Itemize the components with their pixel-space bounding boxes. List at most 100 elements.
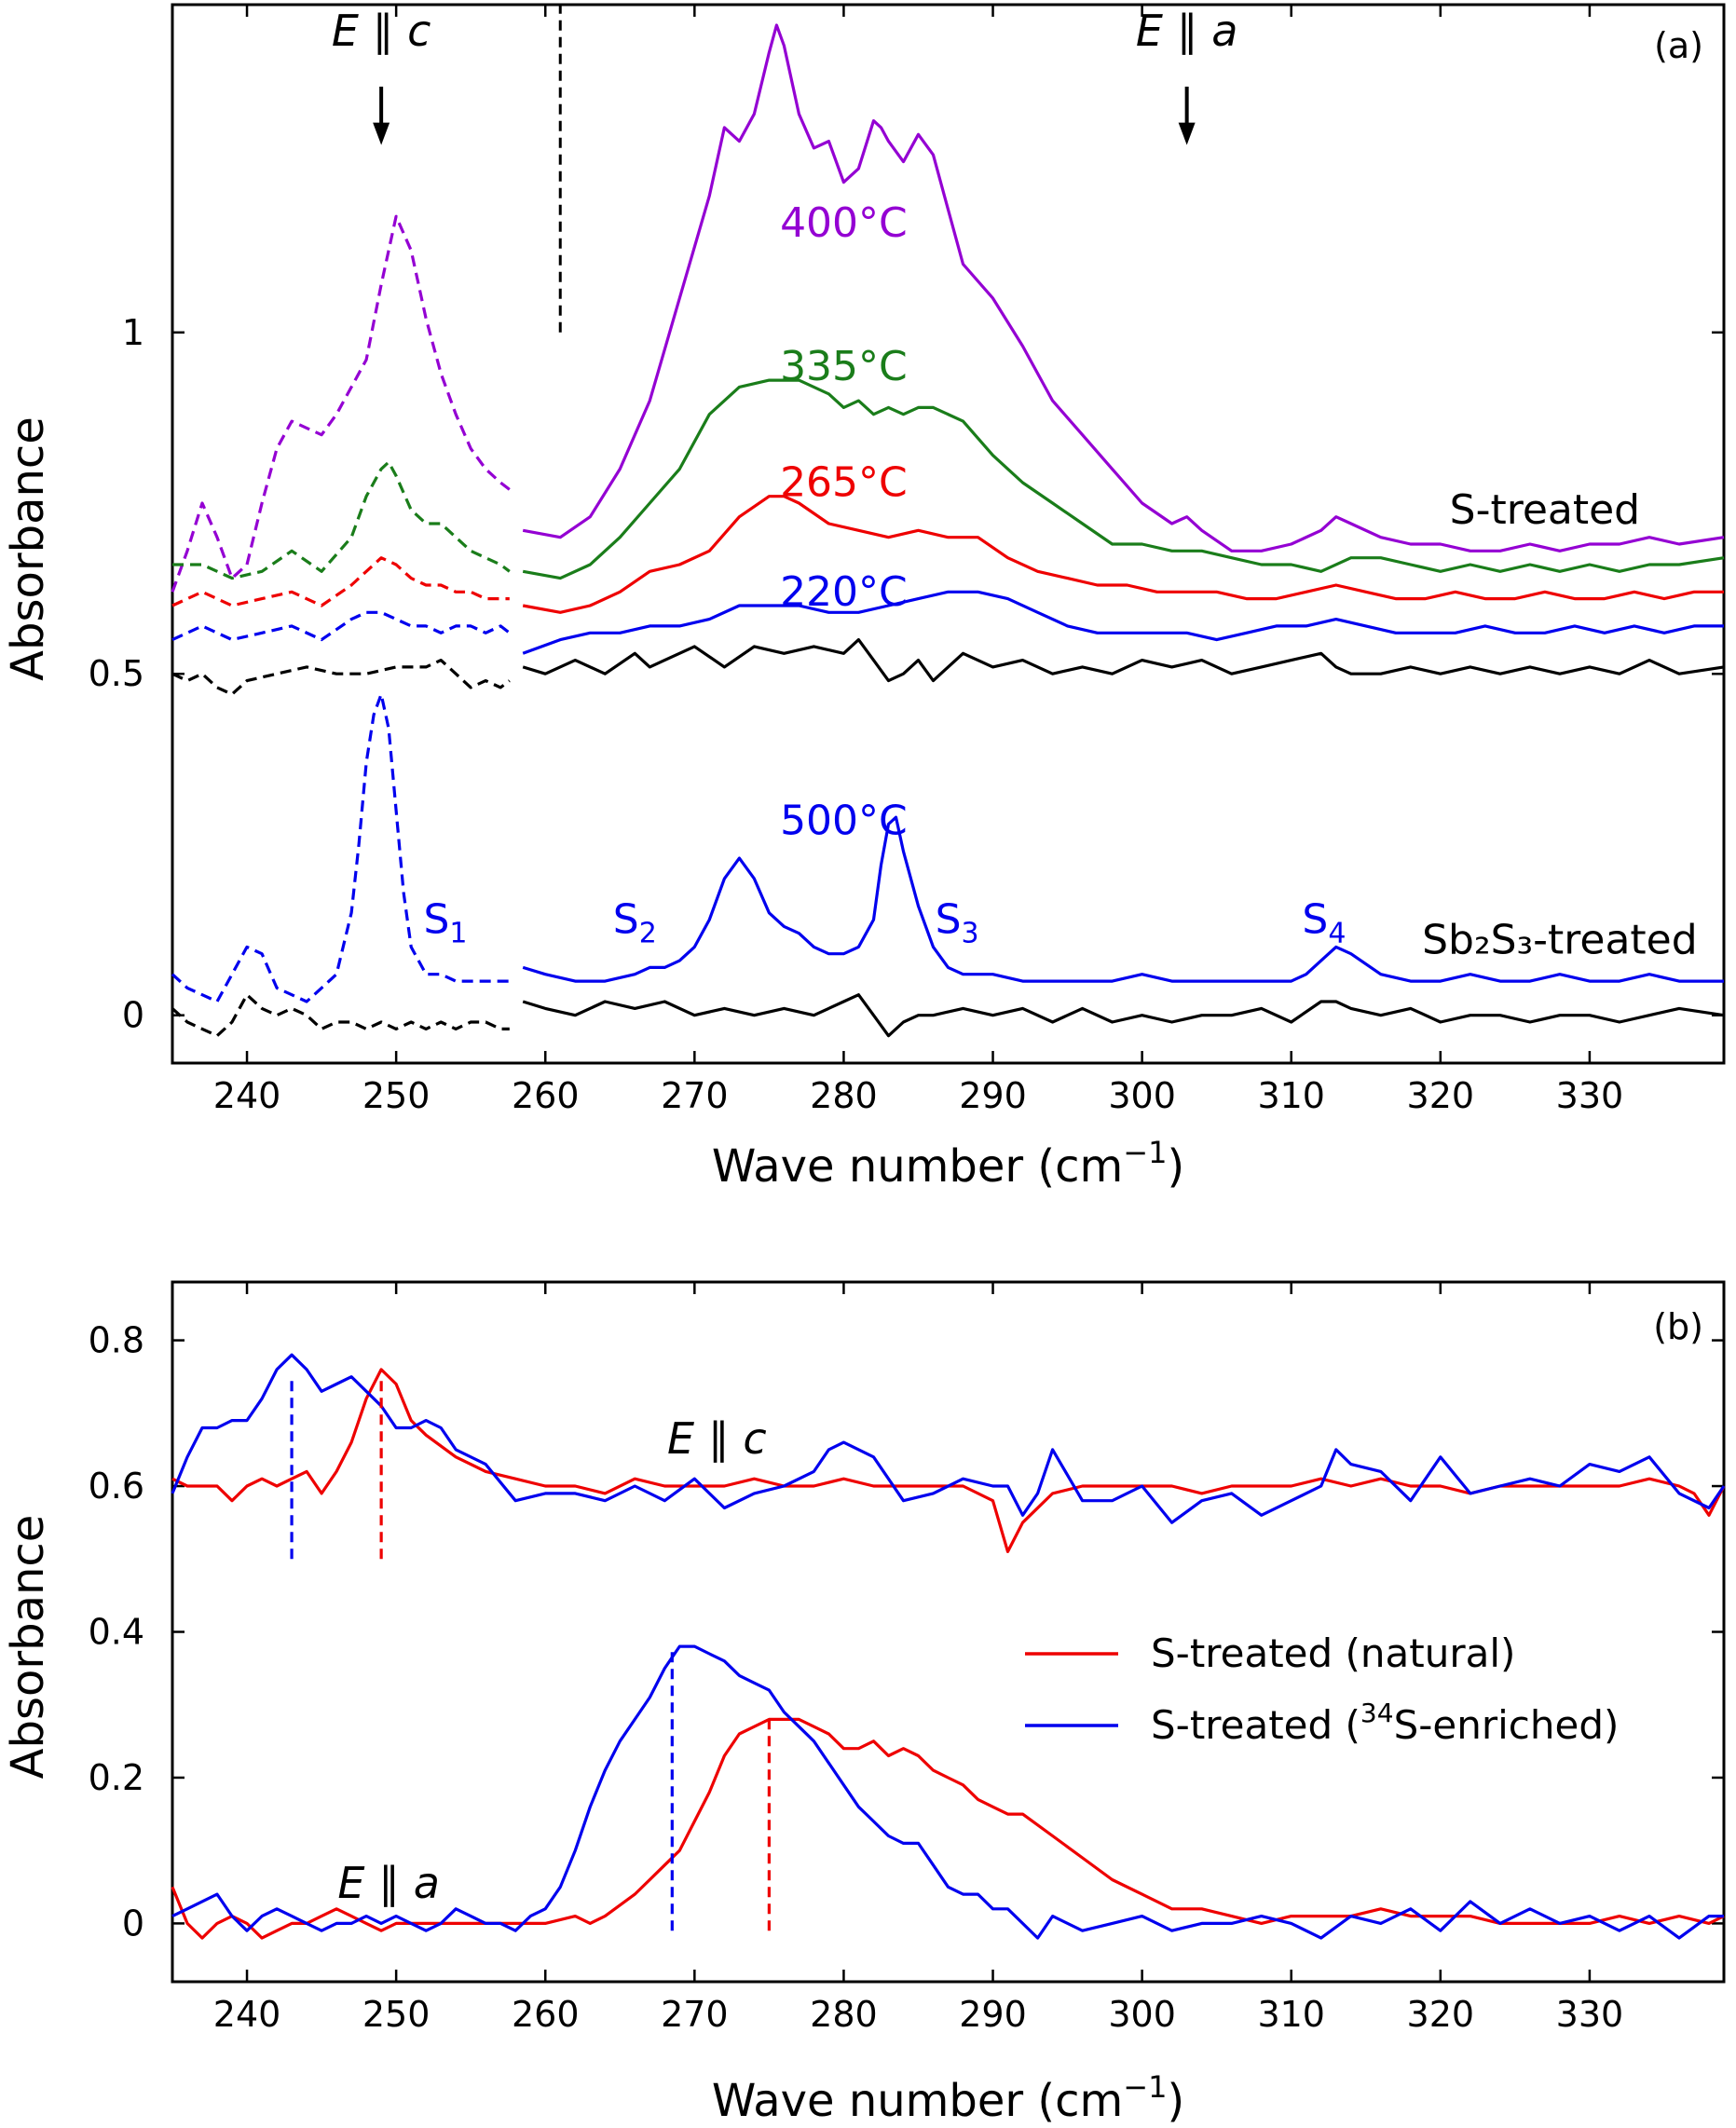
x-tick-label: 330 (1556, 1075, 1624, 1116)
series-line-black-dashed (171, 993, 510, 1038)
peak-label-base: S (423, 896, 449, 944)
x-axis-label-end: ) (1167, 1140, 1184, 1193)
x-tick-label: 330 (1556, 1994, 1624, 2035)
peak-label-subscript: 4 (1328, 918, 1346, 950)
peak-label-subscript: 1 (449, 918, 467, 950)
polarization-label: E ∥ a (337, 1858, 440, 1908)
curve-annotation: 265°C (780, 459, 908, 507)
series-line-blue-dashed (171, 610, 511, 642)
x-tick-label: 250 (362, 1075, 431, 1116)
polarization-parallel: ∥ (694, 1413, 743, 1464)
y-tick-label: 0.8 (89, 1320, 144, 1361)
series-line-black-solid (522, 638, 1725, 683)
peak-label: S4 (1302, 896, 1346, 950)
series-line-purple-dashed (171, 214, 511, 593)
plot-frame (171, 3, 1726, 1065)
polarization-field: E (1136, 6, 1163, 56)
x-axis-label: Wave number (cm−1) (712, 2069, 1184, 2127)
polarization-label: E ∥ a (1136, 6, 1238, 56)
curve-annotation: 500°C (780, 797, 908, 844)
series-line-blue-solid (522, 815, 1724, 983)
y-tick-label: 1 (122, 312, 144, 353)
polarization-label: E ∥ c (332, 6, 431, 56)
y-tick-label: 0 (122, 1903, 144, 1944)
peak-label: S3 (936, 896, 979, 950)
series-line-purple-solid (522, 23, 1725, 552)
panel-b: 240 250 260 270 280 290 300 310 320 330 0 0.2 0.4 0.6… (2, 1280, 1726, 2127)
series-line-red-solid (522, 495, 1724, 614)
peak-label-subscript: 3 (962, 918, 979, 950)
polarization-axis: a (1211, 6, 1237, 56)
y-tick-label: 0.4 (89, 1612, 144, 1653)
curve-annotation: 220°C (780, 568, 908, 616)
x-tick-label: 270 (661, 1075, 729, 1116)
series-line-green-solid (522, 378, 1725, 580)
down-arrow-head (373, 122, 390, 145)
x-tick-label: 260 (512, 1994, 580, 2035)
polarization-field: E (332, 6, 359, 56)
series-line-black-solid (522, 993, 1725, 1038)
x-tick-label: 310 (1257, 1075, 1325, 1116)
polarization-field: E (667, 1413, 694, 1464)
legend-text: S-treated (natural) (1151, 1630, 1515, 1676)
peak-label: S1 (423, 896, 467, 950)
x-axis-label-superscript: −1 (1123, 2069, 1167, 2105)
y-axis-label: Absorbance (2, 416, 54, 681)
polarization-axis: c (743, 1413, 766, 1464)
down-arrow-head (1178, 122, 1196, 145)
polarization-axis: a (414, 1858, 440, 1908)
x-tick-label: 320 (1407, 1994, 1475, 2035)
polarization-axis: c (407, 6, 431, 56)
x-tick-label: 310 (1257, 1994, 1325, 2035)
x-tick-label: 240 (213, 1994, 281, 2035)
series-line-blue-solid (522, 590, 1724, 655)
y-tick-label: 0.5 (89, 653, 144, 694)
y-axis-label: Absorbance (2, 1515, 54, 1780)
polarization-parallel: ∥ (1163, 6, 1211, 56)
y-tick-label: 0.6 (89, 1466, 144, 1507)
polarization-parallel: ∥ (359, 6, 407, 56)
polarization-label: E ∥ c (667, 1413, 767, 1464)
series-line-blue-solid (171, 1644, 1724, 1940)
series-line-black-dashed (171, 659, 511, 696)
peak-label-base: S (936, 896, 962, 944)
x-axis-label-end: ) (1167, 2075, 1184, 2127)
legend-text: S-treated ( (1151, 1702, 1360, 1748)
series-line-blue-dashed (171, 692, 510, 1003)
polarization-parallel: ∥ (364, 1858, 413, 1908)
peak-label: S2 (613, 896, 657, 950)
peak-label-subscript: 2 (639, 918, 657, 950)
x-tick-label: 300 (1108, 1994, 1176, 2035)
polarization-field: E (337, 1858, 364, 1908)
peak-label-base: S (1302, 896, 1328, 944)
x-tick-label: 290 (959, 1075, 1027, 1116)
legend-entry: S-treated (34S-enriched) (1151, 1698, 1619, 1748)
curve-annotation: 400°C (780, 199, 908, 247)
series-line-red-solid (171, 1368, 1726, 1553)
x-tick-label: 240 (213, 1075, 281, 1116)
series-line-green-dashed (172, 460, 511, 580)
series-line-blue-solid (171, 1353, 1726, 1524)
x-tick-label: 280 (810, 1075, 878, 1116)
x-tick-label: 270 (661, 1994, 729, 2035)
panel-a: 240 250 260 270 280 290 300 310 320 330 0 0.5 1 Wave … (2, 3, 1726, 1193)
curve-annotation: S-treated (1450, 486, 1640, 534)
y-tick-label: 0.2 (89, 1757, 144, 1798)
curve-annotation: Sb₂S₃-treated (1422, 917, 1698, 964)
legend-superscript: 34 (1360, 1698, 1394, 1728)
legend-text-end: S-enriched) (1394, 1702, 1620, 1748)
panel-label: (b) (1653, 1306, 1703, 1347)
series-line-red-solid (171, 1717, 1725, 1940)
x-tick-label: 300 (1108, 1075, 1176, 1116)
curve-annotation: 335°C (780, 343, 908, 390)
legend-entry: S-treated (natural) (1151, 1630, 1515, 1676)
x-tick-label: 280 (810, 1994, 878, 2035)
y-tick-label: 0 (122, 995, 144, 1036)
x-axis-label-superscript: −1 (1123, 1135, 1167, 1170)
panel-label: (a) (1654, 25, 1703, 66)
x-axis-label-text: Wave number (cm (712, 1140, 1123, 1193)
x-axis-label: Wave number (cm−1) (712, 1135, 1184, 1193)
x-axis-label-text: Wave number (cm (712, 2075, 1123, 2127)
x-tick-label: 260 (512, 1075, 580, 1116)
